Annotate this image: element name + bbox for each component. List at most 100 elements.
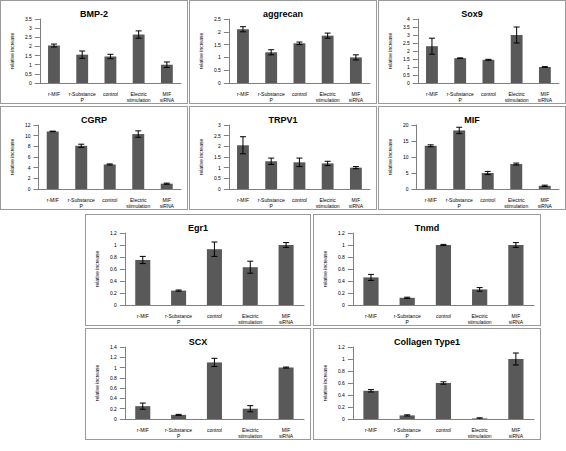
svg-text:stimulation: stimulation [316, 97, 340, 103]
svg-text:4: 4 [28, 165, 31, 171]
svg-text:control: control [103, 91, 118, 97]
svg-text:2.5: 2.5 [25, 34, 32, 40]
svg-text:aggrecan: aggrecan [263, 9, 303, 19]
svg-text:0.5: 0.5 [25, 71, 32, 77]
svg-text:siRNA: siRNA [279, 433, 294, 439]
svg-text:r-MIF: r-MIF [48, 91, 60, 97]
svg-text:20: 20 [403, 122, 409, 128]
svg-text:siRNA: siRNA [509, 319, 524, 325]
svg-text:BMP-2: BMP-2 [80, 9, 108, 19]
svg-text:control: control [207, 313, 222, 319]
svg-text:stimulation: stimulation [316, 203, 340, 209]
svg-text:SCX: SCX [189, 337, 208, 347]
svg-text:relative increase: relative increase [322, 251, 328, 288]
svg-text:control: control [292, 197, 307, 203]
svg-text:stimulation: stimulation [468, 433, 492, 439]
svg-text:1: 1 [114, 242, 117, 248]
svg-text:1: 1 [342, 242, 345, 248]
svg-text:8: 8 [28, 143, 31, 149]
svg-text:0.2: 0.2 [110, 406, 117, 412]
svg-text:0.4: 0.4 [110, 395, 117, 401]
svg-text:2.5: 2.5 [403, 40, 410, 46]
svg-text:MIF: MIF [464, 115, 480, 125]
svg-text:1.5: 1.5 [25, 53, 32, 59]
svg-text:r-MIF: r-MIF [137, 313, 149, 319]
svg-text:0.6: 0.6 [110, 266, 117, 272]
svg-text:P: P [177, 319, 181, 325]
svg-text:1: 1 [29, 62, 32, 68]
svg-text:control: control [207, 427, 222, 433]
svg-text:1.5: 1.5 [214, 42, 221, 48]
svg-text:0.4: 0.4 [338, 392, 345, 398]
svg-text:P: P [81, 97, 85, 103]
svg-text:control: control [436, 427, 451, 433]
svg-text:control: control [480, 197, 495, 203]
svg-text:r-MIF: r-MIF [365, 313, 377, 319]
svg-text:5: 5 [406, 170, 409, 176]
svg-text:0: 0 [218, 186, 221, 192]
svg-text:0.2: 0.2 [338, 404, 345, 410]
svg-text:Tnmd: Tnmd [415, 223, 440, 233]
svg-text:15: 15 [403, 138, 409, 144]
svg-text:0.2: 0.2 [110, 290, 117, 296]
svg-text:1: 1 [342, 356, 345, 362]
svg-text:relative increase: relative increase [387, 139, 393, 176]
svg-text:siRNA: siRNA [160, 203, 175, 209]
svg-text:r-MIF: r-MIF [426, 91, 438, 97]
svg-text:12: 12 [25, 122, 31, 128]
svg-text:r-MIF: r-MIF [425, 197, 437, 203]
svg-text:siRNA: siRNA [538, 97, 553, 103]
svg-text:r-MIF: r-MIF [237, 197, 249, 203]
svg-text:stimulation: stimulation [238, 433, 262, 439]
svg-text:0: 0 [218, 80, 221, 86]
svg-text:relative increase: relative increase [94, 365, 100, 402]
svg-text:0.4: 0.4 [338, 278, 345, 284]
svg-text:0: 0 [342, 302, 345, 308]
svg-text:0: 0 [29, 80, 32, 86]
svg-text:2: 2 [218, 29, 221, 35]
svg-text:siRNA: siRNA [349, 97, 364, 103]
svg-text:r-MIF: r-MIF [365, 427, 377, 433]
svg-text:1.2: 1.2 [338, 344, 345, 350]
svg-text:2: 2 [218, 143, 221, 149]
svg-text:0: 0 [407, 80, 410, 86]
svg-text:3: 3 [218, 122, 221, 128]
svg-text:4: 4 [407, 16, 410, 22]
svg-text:3: 3 [29, 25, 32, 31]
svg-text:2.5: 2.5 [214, 16, 221, 22]
svg-text:3: 3 [407, 32, 410, 38]
svg-text:0: 0 [28, 186, 31, 192]
svg-text:control: control [102, 197, 117, 203]
svg-text:0.5: 0.5 [403, 72, 410, 78]
svg-text:Egr1: Egr1 [188, 223, 208, 233]
svg-text:siRNA: siRNA [279, 319, 294, 325]
svg-text:0.4: 0.4 [110, 278, 117, 284]
svg-text:10: 10 [25, 133, 31, 139]
svg-text:siRNA: siRNA [160, 97, 175, 103]
svg-text:r-MIF: r-MIF [237, 91, 249, 97]
svg-text:P: P [177, 433, 181, 439]
svg-text:1.2: 1.2 [110, 230, 117, 236]
svg-text:0: 0 [114, 416, 117, 422]
svg-text:1: 1 [218, 165, 221, 171]
svg-text:0.2: 0.2 [338, 290, 345, 296]
svg-text:stimulation: stimulation [468, 319, 492, 325]
svg-text:relative increase: relative increase [9, 139, 15, 176]
svg-text:control: control [292, 91, 307, 97]
svg-text:siRNA: siRNA [349, 203, 364, 209]
svg-text:relative increase: relative increase [198, 139, 204, 176]
svg-text:control: control [436, 313, 451, 319]
svg-text:Collagen Type1: Collagen Type1 [394, 337, 460, 347]
svg-text:TRPV1: TRPV1 [268, 115, 297, 125]
svg-text:10: 10 [403, 154, 409, 160]
svg-text:2: 2 [29, 43, 32, 49]
svg-text:1.2: 1.2 [110, 354, 117, 360]
svg-text:6: 6 [28, 154, 31, 160]
svg-text:1.2: 1.2 [338, 230, 345, 236]
svg-text:1: 1 [114, 365, 117, 371]
svg-text:0.8: 0.8 [110, 375, 117, 381]
svg-text:stimulation: stimulation [238, 319, 262, 325]
svg-text:stimulation: stimulation [126, 203, 150, 209]
svg-text:2: 2 [28, 175, 31, 181]
svg-text:1.4: 1.4 [110, 344, 117, 350]
